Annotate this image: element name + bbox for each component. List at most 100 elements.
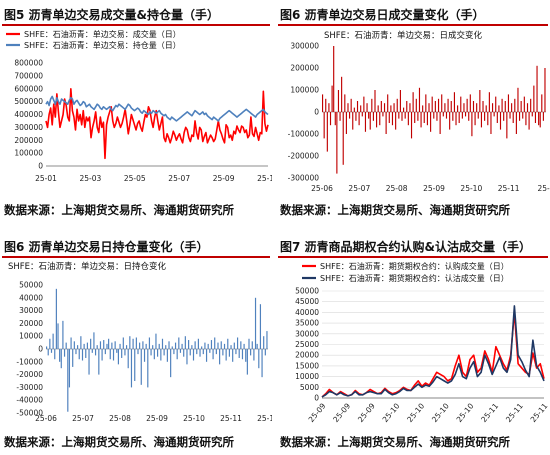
bar [444,103,446,112]
bar [503,112,505,121]
chart2-rule [278,24,548,26]
x-tick-label: 25-09 [423,184,445,193]
bar [197,338,199,349]
bar [250,349,252,356]
bar [166,349,168,362]
bar [152,345,154,349]
bar [507,94,510,112]
bar [517,87,519,112]
x-tick-label: 25-08 [109,414,131,423]
bar [504,101,506,112]
y-tick-label: 30000 [295,329,319,338]
bar [125,345,128,349]
bar [533,85,535,112]
bar [129,336,131,349]
bar [523,96,525,112]
bar [111,342,113,349]
bar [192,349,195,361]
bar [181,343,183,349]
bar [499,112,502,130]
bar [65,342,67,349]
y-tick-label: 500000 [14,97,43,106]
chart4-source: 数据来源：上海期货交易所、海通期货研究所 [280,435,510,449]
bar [266,331,268,349]
bar [117,349,119,365]
bar [59,349,61,362]
bar [157,349,159,357]
bar [108,338,110,349]
bar [398,112,400,119]
bar [179,349,182,353]
bar [464,112,467,117]
bar [518,112,521,121]
bar [124,349,126,356]
bar [62,320,64,349]
bar [230,345,232,349]
bar [520,101,522,112]
x-tick-label: 25-11 [504,401,525,424]
y-tick-label: 40000 [295,308,319,317]
bar [385,112,387,134]
bar [94,349,97,356]
bar [199,349,201,357]
y-tick-label: 800000 [14,59,43,68]
bar [323,112,325,139]
bar [191,345,193,349]
bar [83,343,85,349]
bar [376,112,378,128]
bar [484,112,486,121]
bar [174,342,177,349]
x-tick-label: 25-10 [183,414,205,423]
bar [75,349,77,355]
y-tick-label: 15000 [295,361,319,370]
bar [536,65,538,112]
bar [78,349,80,360]
y-tick-label: 400000 [14,110,43,119]
x-tick-label: 25-09 [307,401,328,424]
bar [442,112,444,117]
y-tick-label: 0 [38,162,43,171]
bar [139,342,141,349]
bar [73,341,75,349]
bar [186,349,188,365]
bar [54,349,56,360]
x-tick-label: 25-11 [498,184,520,193]
y-tick-label: 45000 [295,297,319,306]
bar [222,349,224,356]
bar [254,297,257,349]
bar [423,112,425,123]
y-tick-label: 0 [314,394,319,403]
bar [509,112,511,119]
bar [539,112,541,128]
bar [160,349,162,361]
x-tick-label: 25-10 [430,401,451,424]
y-tick-label: 35000 [295,319,319,328]
bar [488,92,490,112]
bar [336,112,338,174]
bar [544,68,546,112]
bar [90,338,92,349]
bar [223,343,226,349]
y-tick-label: 200000 [290,64,319,73]
bar [449,112,451,130]
x-tick-label: 25-09 [146,414,168,423]
bar [526,103,529,112]
bar [215,349,217,355]
bar [202,349,204,355]
bar [67,349,69,412]
bar [468,112,470,121]
x-tick-label: 25-10 [460,184,482,193]
bar [525,112,527,126]
bar [418,87,421,112]
y-tick-label: 0 [314,108,319,117]
bar [445,112,448,119]
bar [534,112,537,123]
y-tick-label: 100000 [290,86,319,95]
bar [439,112,441,134]
bar [495,96,497,112]
bar [328,103,330,112]
bar [426,112,428,126]
bar [356,101,359,112]
y-tick-label: 50000 [19,281,43,290]
